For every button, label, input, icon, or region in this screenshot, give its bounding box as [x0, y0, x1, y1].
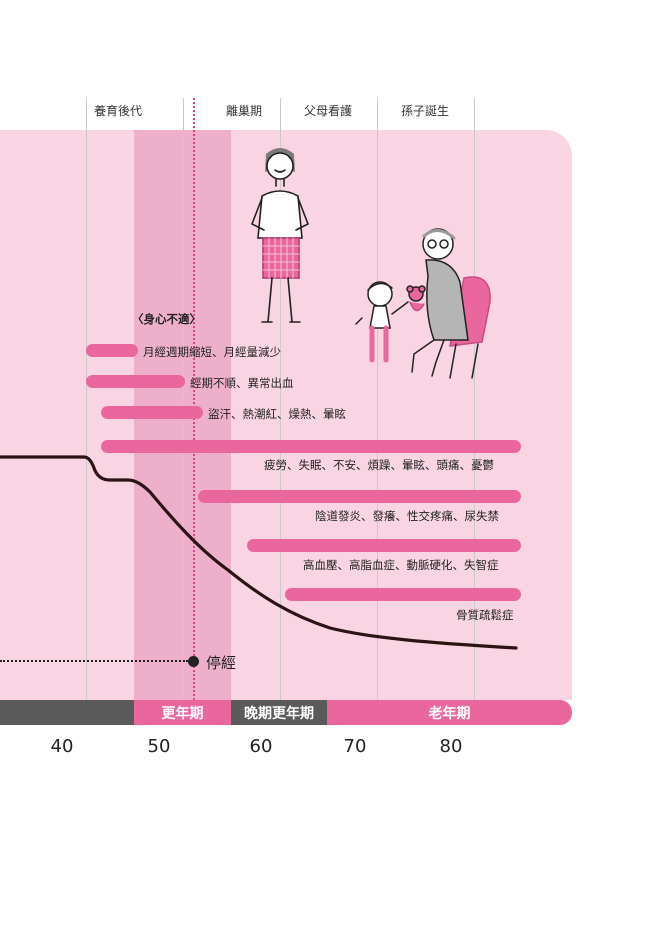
- symptom-label: 骨質疏鬆症: [456, 608, 514, 622]
- symptom-bar: [101, 406, 203, 419]
- woman-standing-illustration: [250, 148, 310, 323]
- symptom-label: 經期不順、異常出血: [190, 376, 294, 390]
- stage-segment: 老年期: [327, 700, 572, 725]
- symptom-label: 盜汗、熱潮紅、燥熱、暈眩: [208, 407, 346, 421]
- symptoms-title: 〈身心不適〉: [132, 312, 201, 326]
- stage-segment-early: [0, 700, 134, 725]
- symptom-bar: [285, 588, 521, 601]
- grid-line: [280, 98, 281, 700]
- symptom-label: 月經週期縮短、月經量減少: [143, 345, 281, 359]
- age-tick-label: 50: [147, 736, 171, 757]
- stage-segment: 更年期: [134, 700, 231, 725]
- stage-bar: 更年期 晚期更年期 老年期: [0, 700, 572, 725]
- life-event-label: 父母看護: [304, 104, 353, 118]
- symptom-bar: [198, 490, 521, 503]
- stage-segment: 晚期更年期: [231, 700, 327, 725]
- menopause-dotted-line-horizontal: [0, 660, 188, 662]
- menopause-dotted-line: [193, 98, 195, 700]
- life-event-label: 養育後代: [94, 104, 143, 118]
- symptom-label: 高血壓、高脂血症、動脈硬化、失智症: [303, 558, 499, 572]
- age-tick-label: 60: [249, 736, 273, 757]
- hormone-curve: [0, 455, 518, 650]
- symptom-bar: [247, 539, 521, 552]
- symptom-label: 陰道發炎、發癢、性交疼痛、尿失禁: [315, 509, 499, 523]
- menopause-label: 停經: [206, 654, 237, 672]
- grid-line: [474, 98, 475, 700]
- grid-line: [86, 98, 87, 700]
- symptom-bar: [86, 344, 138, 357]
- life-event-label: 孫子誕生: [401, 104, 450, 118]
- age-tick-label: 70: [343, 736, 367, 757]
- age-tick-label: 80: [439, 736, 463, 757]
- menopause-marker: [188, 656, 199, 667]
- symptom-bar: [101, 440, 521, 453]
- life-event-label: 離巢期: [226, 104, 263, 118]
- grid-line: [183, 98, 184, 700]
- age-tick-label: 40: [50, 736, 74, 757]
- grid-line: [377, 98, 378, 700]
- symptom-bar: [86, 375, 185, 388]
- grandmother-with-child-illustration: [355, 228, 491, 379]
- symptom-label: 疲勞、失眠、不安、煩躁、暈眩、頭痛、憂鬱: [264, 458, 494, 472]
